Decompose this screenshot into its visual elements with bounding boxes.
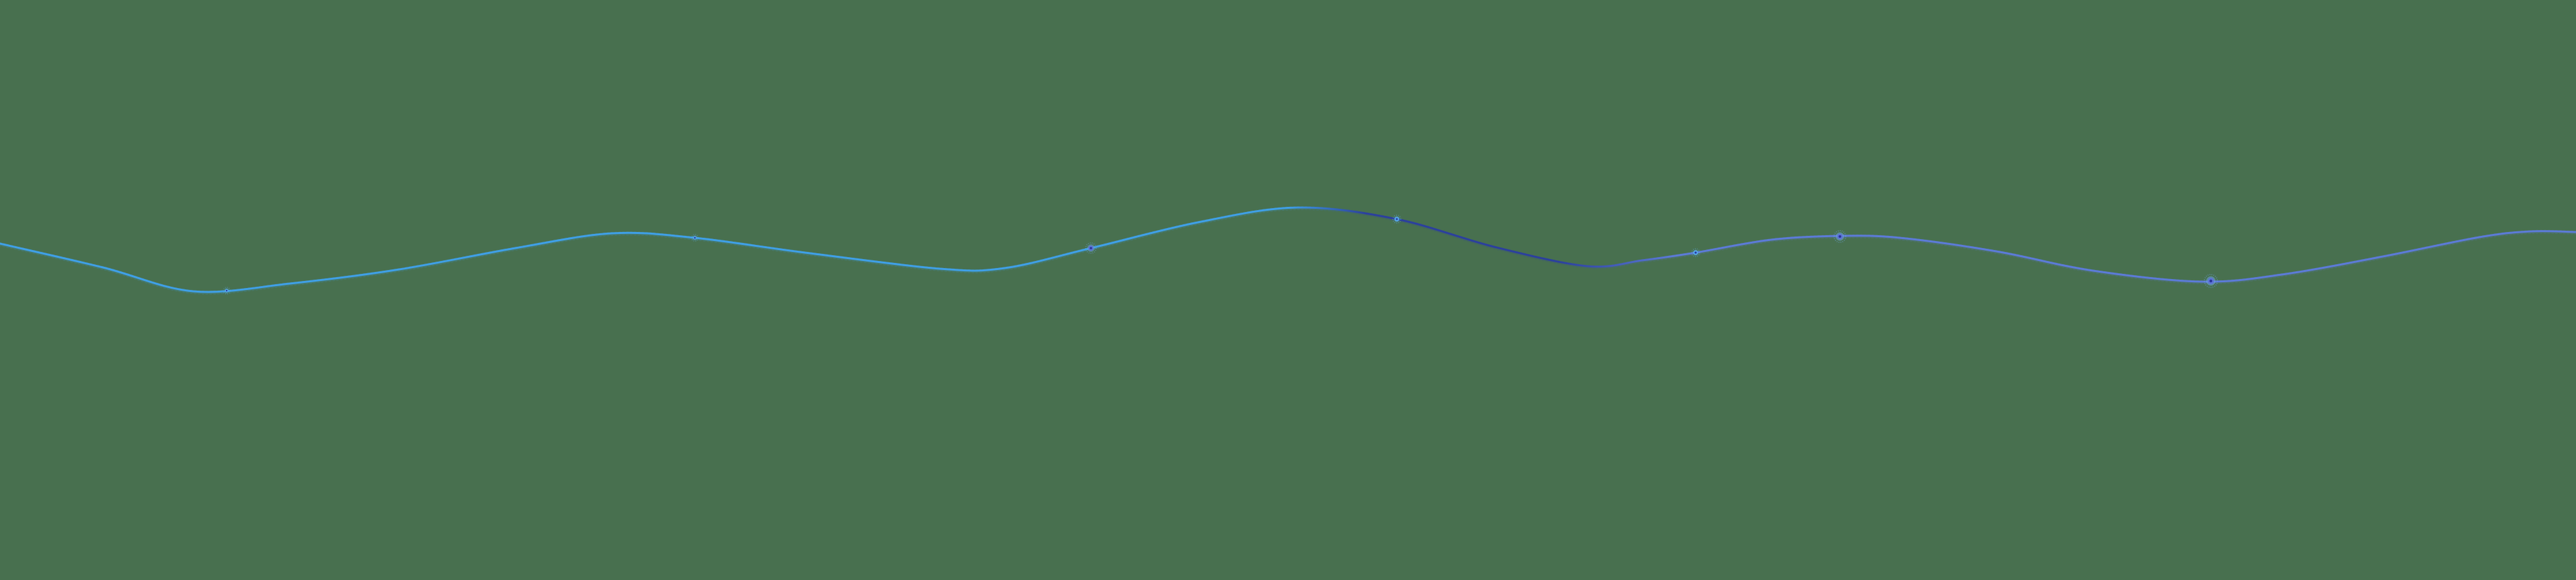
marker-fuzz-ring xyxy=(1392,215,1401,224)
data-point-marker xyxy=(1085,242,1097,254)
data-point-marker xyxy=(691,234,699,242)
marker-fuzz-ring xyxy=(1833,230,1846,243)
marker-fuzz-ring xyxy=(223,287,231,295)
data-point-marker xyxy=(223,287,231,295)
marker-core xyxy=(2209,279,2213,283)
data-point-marker xyxy=(2204,274,2218,288)
trend-line-fuzz xyxy=(0,206,2576,295)
marker-core xyxy=(1396,218,1398,220)
data-point-markers-group xyxy=(223,215,2218,295)
marker-fuzz-ring xyxy=(2204,274,2218,288)
marker-core xyxy=(1839,235,1841,238)
marker-fuzz-ring xyxy=(1085,242,1097,254)
data-point-marker xyxy=(1691,248,1700,257)
marker-core xyxy=(1694,251,1697,254)
marker-fuzz-ring xyxy=(1691,248,1700,257)
marker-fuzz-ring xyxy=(691,234,699,242)
data-point-marker xyxy=(1392,215,1401,224)
marker-core xyxy=(225,289,228,292)
marker-core xyxy=(694,237,696,239)
marker-core xyxy=(1090,247,1092,249)
trend-line xyxy=(0,206,2576,293)
data-point-marker xyxy=(1833,230,1846,243)
